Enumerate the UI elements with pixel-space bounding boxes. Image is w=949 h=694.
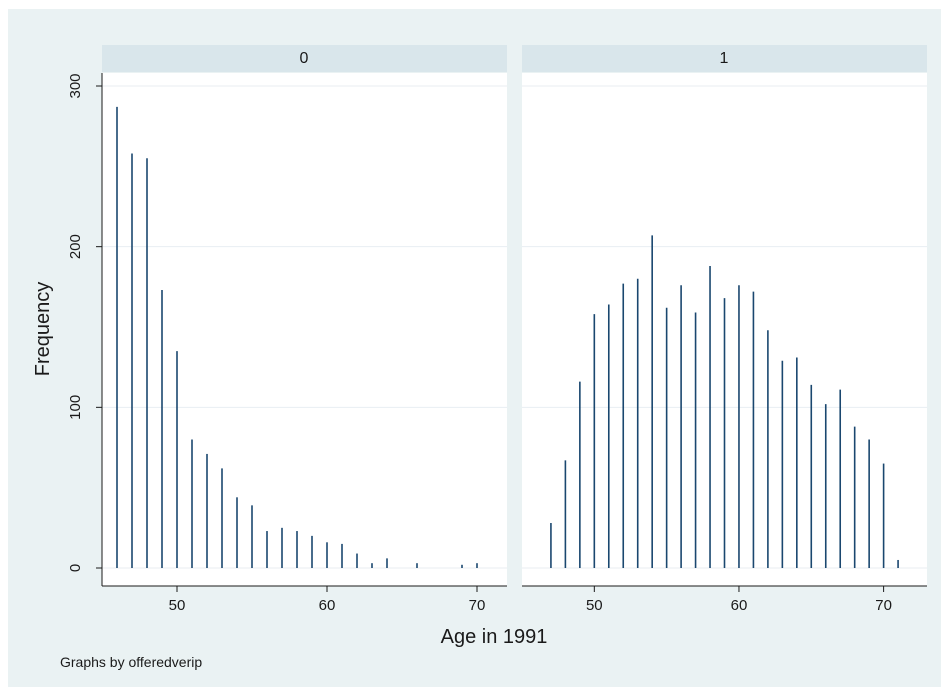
x-tick-label: 50 [169,597,186,614]
panel-1-strip [522,45,927,72]
y-tick-label: 0 [67,564,84,572]
panel-0-title: 0 [300,50,309,67]
x-tick-label: 60 [731,597,748,614]
y-axis-ticks: 0 100 200 300 [67,73,102,572]
panel-0-plot-area [102,73,507,586]
graphs-by-note: Graphs by offeredverip [60,654,202,670]
y-tick-label: 100 [67,395,84,420]
x-tick-label: 60 [319,597,336,614]
x-axis-label: Age in 1991 [441,626,548,648]
x-tick-label: 50 [586,597,603,614]
panel-0: 0 50 60 70 [102,45,507,614]
y-tick-label: 200 [67,234,84,259]
panel-1-spikes [550,235,899,568]
panel-1-title: 1 [720,50,729,67]
x-tick-label: 70 [875,597,892,614]
panel-1: 1 50 60 70 [522,45,927,614]
panel-1-x-ticks: 50 60 70 [586,586,892,614]
y-axis-label: Frequency [32,282,54,377]
panel-0-x-ticks: 50 60 70 [169,586,486,614]
x-tick-label: 70 [469,597,486,614]
panel-0-grid [102,85,507,569]
y-tick-label: 300 [67,73,84,98]
panel-0-strip [102,45,507,72]
panel-0-spikes [116,106,478,568]
